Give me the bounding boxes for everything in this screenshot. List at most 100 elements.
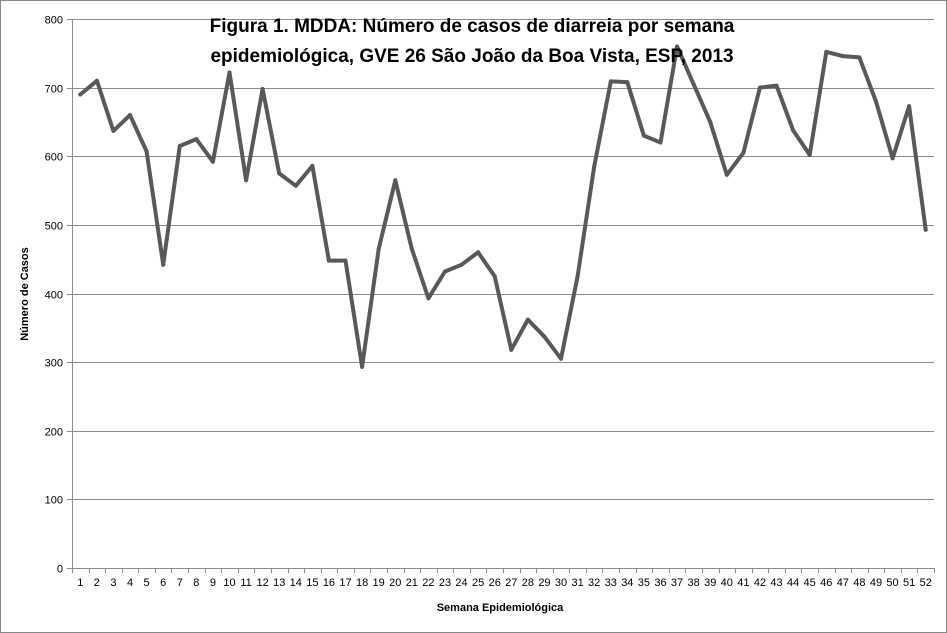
y-tick-label: 600 [45,152,63,164]
x-tick-label: 7 [177,577,183,589]
x-tick-label: 22 [422,577,434,589]
x-tick-label: 43 [770,577,782,589]
x-tick-label: 27 [505,577,517,589]
x-tick-label: 52 [920,577,932,589]
data-point [641,133,646,138]
x-tick-label: 41 [737,577,749,589]
x-tick-label: 33 [605,577,617,589]
y-tick-label: 200 [45,427,63,439]
data-point [774,83,779,88]
y-tick-label: 100 [45,495,63,507]
chart-title-line-2: epidemiológica, GVE 26 São João da Boa V… [210,46,733,67]
x-tick-label: 6 [160,577,166,589]
data-point [741,150,746,155]
x-tick-label: 2 [94,577,100,589]
data-point [459,262,464,267]
x-tick-label: 15 [306,577,318,589]
x-tick-label: 14 [290,577,302,589]
data-point [277,171,282,176]
x-tick-label: 49 [870,577,882,589]
x-tick-labels: 1 2 3 4 5 6 7 8 9 10 11 12 13 14 15 16 17 18 19 20 21 22 23 24 2… [77,577,932,589]
x-tick-label: 17 [339,577,351,589]
x-tick-label: 29 [538,577,550,589]
x-tick-label: 30 [555,577,567,589]
data-point [542,334,547,339]
y-tick-labels: 0 100 200 300 400 500 600 700 800 [45,15,63,576]
x-tick-label: 48 [853,577,865,589]
x-tick-label: 51 [903,577,915,589]
data-point [360,364,365,369]
y-tick-label: 300 [45,358,63,370]
x-tick-label: 4 [127,577,133,589]
y-tick-label: 0 [57,564,63,576]
x-tick-label: 26 [489,577,501,589]
data-point [443,269,447,274]
y-axis-title: Número de Casos [19,247,31,341]
data-point [559,356,563,361]
x-tick-label: 8 [193,577,199,589]
data-point [78,92,83,97]
x-tick-label: 46 [820,577,832,589]
x-axis-title: Semana Epidemiológica [437,602,564,614]
x-tick-label: 25 [472,577,484,589]
data-point [923,227,928,232]
x-tick-label: 32 [588,577,600,589]
x-tick-label: 3 [110,577,116,589]
data-point [476,250,481,255]
y-tick-label: 500 [45,221,63,233]
data-point [310,163,315,168]
x-tick-label: 9 [210,577,216,589]
data-point [393,178,398,183]
data-point [708,119,713,124]
x-tick-label: 35 [638,577,650,589]
x-tick-label: 19 [373,577,385,589]
x-tick-label: 13 [273,577,285,589]
data-point [194,137,199,142]
x-tick-label: 5 [144,577,150,589]
data-point [227,70,232,75]
y-tick-label: 400 [45,290,63,302]
x-tick-label: 39 [704,577,716,589]
x-tick-label: 40 [721,577,733,589]
x-tick-label: 11 [240,577,251,589]
series-line [78,44,928,369]
data-point [675,44,680,49]
x-tick-label: 20 [389,577,401,589]
data-point [128,113,132,118]
x-tick-label: 38 [688,577,700,589]
data-point [244,178,249,183]
data-point [757,85,762,90]
data-point [691,82,696,87]
data-point [791,128,796,133]
data-point [525,317,530,322]
data-point [840,54,845,59]
data-point [724,172,729,177]
data-point [807,152,812,157]
data-point [509,347,514,352]
data-point [907,104,912,109]
data-point [824,49,829,54]
chart-title-line-1: Figura 1. MDDA: Número de casos de diarr… [210,16,735,37]
data-point [111,128,116,133]
data-point [575,274,580,279]
data-point [177,144,182,148]
data-point [293,183,298,188]
axes [67,19,935,573]
x-tick-label: 21 [406,577,418,589]
data-point [409,246,414,251]
data-point [210,159,215,164]
data-point [625,80,630,85]
data-point [608,79,613,84]
x-tick-label: 47 [837,577,849,589]
data-point [426,296,431,301]
x-tick-label: 37 [671,577,683,589]
x-tick-label: 10 [223,577,235,589]
data-point [260,87,265,91]
y-tick-label: 700 [45,84,63,96]
data-point [376,246,381,251]
x-tick-label: 24 [455,577,467,589]
data-point [326,258,331,263]
x-tick-label: 16 [323,577,335,589]
